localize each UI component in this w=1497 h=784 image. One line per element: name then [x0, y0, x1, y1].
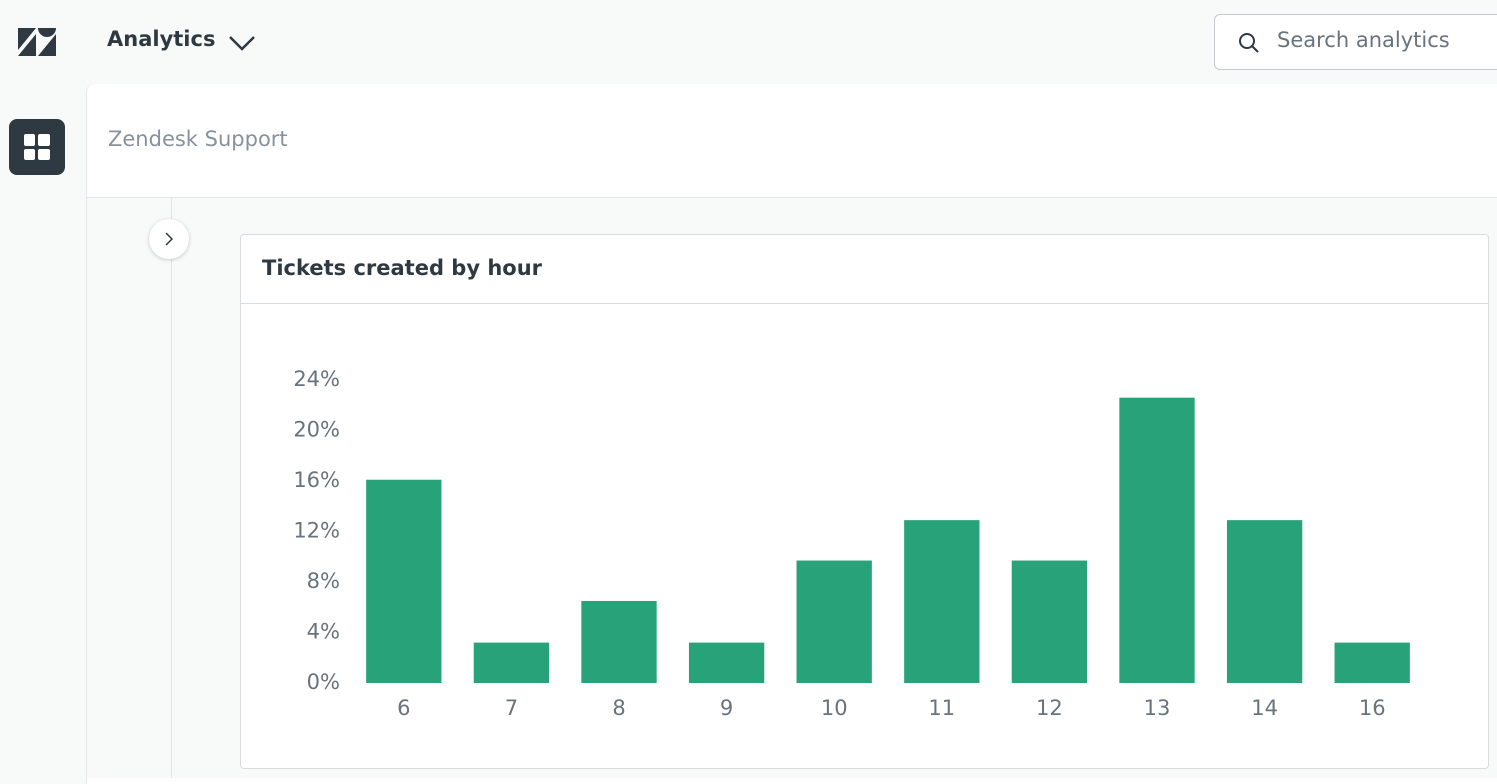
divider — [171, 198, 172, 778]
card-divider — [241, 303, 1488, 304]
x-tick-label: 12 — [1036, 696, 1063, 720]
y-tick-label: 8% — [307, 569, 340, 593]
expand-button[interactable] — [149, 219, 189, 259]
bar — [688, 642, 765, 683]
bar — [581, 600, 657, 683]
x-tick-label: 11 — [928, 696, 955, 720]
x-tick-label: 9 — [720, 696, 733, 720]
chevron-right — [165, 232, 174, 246]
bar — [1334, 642, 1410, 683]
y-tick-label: 4% — [307, 620, 340, 644]
bar — [366, 479, 442, 683]
x-tick-label: 8 — [612, 696, 625, 720]
bar — [796, 560, 872, 683]
bar — [1226, 520, 1303, 683]
y-tick-label: 20% — [293, 418, 340, 442]
workspace-title: Zendesk Support — [108, 127, 288, 151]
search-icon — [1239, 33, 1259, 53]
app-title[interactable]: Analytics — [107, 27, 216, 51]
search-box[interactable]: Search analytics — [1214, 14, 1497, 70]
y-tick-label: 24% — [293, 367, 340, 391]
x-tick-label: 16 — [1359, 696, 1386, 720]
x-tick-label: 6 — [397, 696, 410, 720]
bar — [473, 642, 550, 683]
dropdown-chevron[interactable] — [228, 34, 256, 52]
bar — [1119, 397, 1195, 683]
y-tick-label: 16% — [293, 468, 340, 492]
bar — [904, 520, 980, 683]
y-tick-label: 0% — [307, 670, 340, 694]
dashboard-nav-icon[interactable] — [9, 119, 65, 175]
x-tick-label: 7 — [505, 696, 518, 720]
search-placeholder: Search analytics — [1277, 28, 1450, 52]
x-tick-label: 13 — [1144, 696, 1171, 720]
x-tick-label: 10 — [821, 696, 848, 720]
y-tick-label: 12% — [293, 519, 340, 543]
bar — [1011, 560, 1088, 683]
chart-title: Tickets created by hour — [262, 256, 543, 280]
logo[interactable] — [18, 28, 56, 56]
x-tick-label: 14 — [1251, 696, 1278, 720]
